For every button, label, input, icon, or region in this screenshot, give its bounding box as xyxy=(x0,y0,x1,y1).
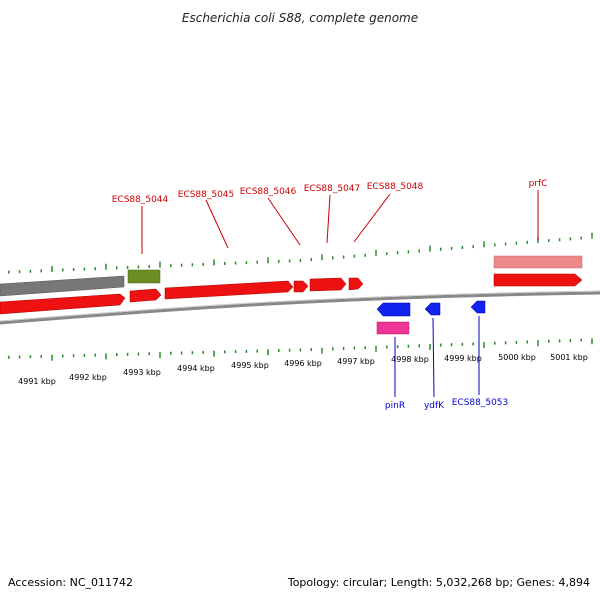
kbp-label-4998: 4998 kbp xyxy=(391,355,429,364)
leader-ecs88-5045 xyxy=(205,199,229,249)
bottom-tick-ruler xyxy=(8,338,593,361)
label-ecs88-5046[interactable]: ECS88_5046 xyxy=(240,187,297,197)
gene-feature-pink[interactable] xyxy=(376,321,410,335)
gene-feature-ydfk[interactable] xyxy=(424,302,441,316)
kbp-label-4999: 4999 kbp xyxy=(444,354,482,363)
gene-feature-ecs88-5045[interactable] xyxy=(164,280,294,300)
leader-ecs88-5048 xyxy=(353,193,391,243)
leader-ydfk xyxy=(432,317,435,398)
kbp-scale-labels: 4991 kbp 4992 kbp 4993 kbp 4994 kbp 4995… xyxy=(18,353,588,386)
label-ecs88-5053[interactable]: ECS88_5053 xyxy=(452,398,509,408)
gene-feature-pinr[interactable] xyxy=(376,302,411,317)
gene-feature-gray-left[interactable] xyxy=(0,275,125,297)
gene-feature-olive[interactable] xyxy=(127,269,161,284)
gene-feature-ecs88-5044[interactable] xyxy=(129,288,162,303)
gene-feature-ecs88-5047[interactable] xyxy=(309,277,347,292)
kbp-label-4997: 4997 kbp xyxy=(337,357,375,366)
map-title: Escherichia coli S88, complete genome xyxy=(182,11,418,25)
genome-backbone-highlight xyxy=(0,290,600,322)
forward-strand-genes xyxy=(0,273,583,315)
kbp-label-4995: 4995 kbp xyxy=(231,361,269,370)
kbp-label-4994: 4994 kbp xyxy=(177,364,215,373)
kbp-label-4992: 4992 kbp xyxy=(69,373,107,382)
label-ecs88-5047[interactable]: ECS88_5047 xyxy=(304,184,361,194)
gene-feature-prfc[interactable] xyxy=(493,273,583,287)
genome-backbone xyxy=(0,291,600,325)
label-ecs88-5048[interactable]: ECS88_5048 xyxy=(367,182,424,192)
kbp-label-4991: 4991 kbp xyxy=(18,377,56,386)
label-pinr[interactable]: pinR xyxy=(385,401,405,411)
leader-ecs88-5046 xyxy=(267,197,301,246)
gene-feature-ecs88-5053[interactable] xyxy=(470,300,486,314)
genome-summary-text: Topology: circular; Length: 5,032,268 bp… xyxy=(287,576,590,589)
gene-labels: ECS88_5044 ECS88_5045 ECS88_5046 ECS88_5… xyxy=(112,179,548,411)
label-ecs88-5044[interactable]: ECS88_5044 xyxy=(112,195,169,205)
label-ecs88-5045[interactable]: ECS88_5045 xyxy=(178,190,235,200)
label-leader-lines xyxy=(141,190,539,398)
accession-text: Accession: NC_011742 xyxy=(8,576,133,589)
label-prfc[interactable]: prfC xyxy=(529,179,548,189)
label-ydfk[interactable]: ydfK xyxy=(424,401,445,411)
kbp-label-5001: 5001 kbp xyxy=(550,353,588,362)
top-tick-ruler xyxy=(8,232,593,274)
kbp-label-4996: 4996 kbp xyxy=(284,359,322,368)
gene-feature-prfc-upper[interactable] xyxy=(493,255,583,269)
kbp-label-4993: 4993 kbp xyxy=(123,368,161,377)
reverse-strand-genes xyxy=(376,300,486,335)
kbp-label-5000: 5000 kbp xyxy=(498,353,536,362)
leader-ecs88-5047 xyxy=(326,194,331,244)
gene-feature-ecs88-5048[interactable] xyxy=(348,277,364,291)
gene-feature-red-1[interactable] xyxy=(0,293,126,315)
gene-feature-ecs88-5046[interactable] xyxy=(293,280,309,293)
